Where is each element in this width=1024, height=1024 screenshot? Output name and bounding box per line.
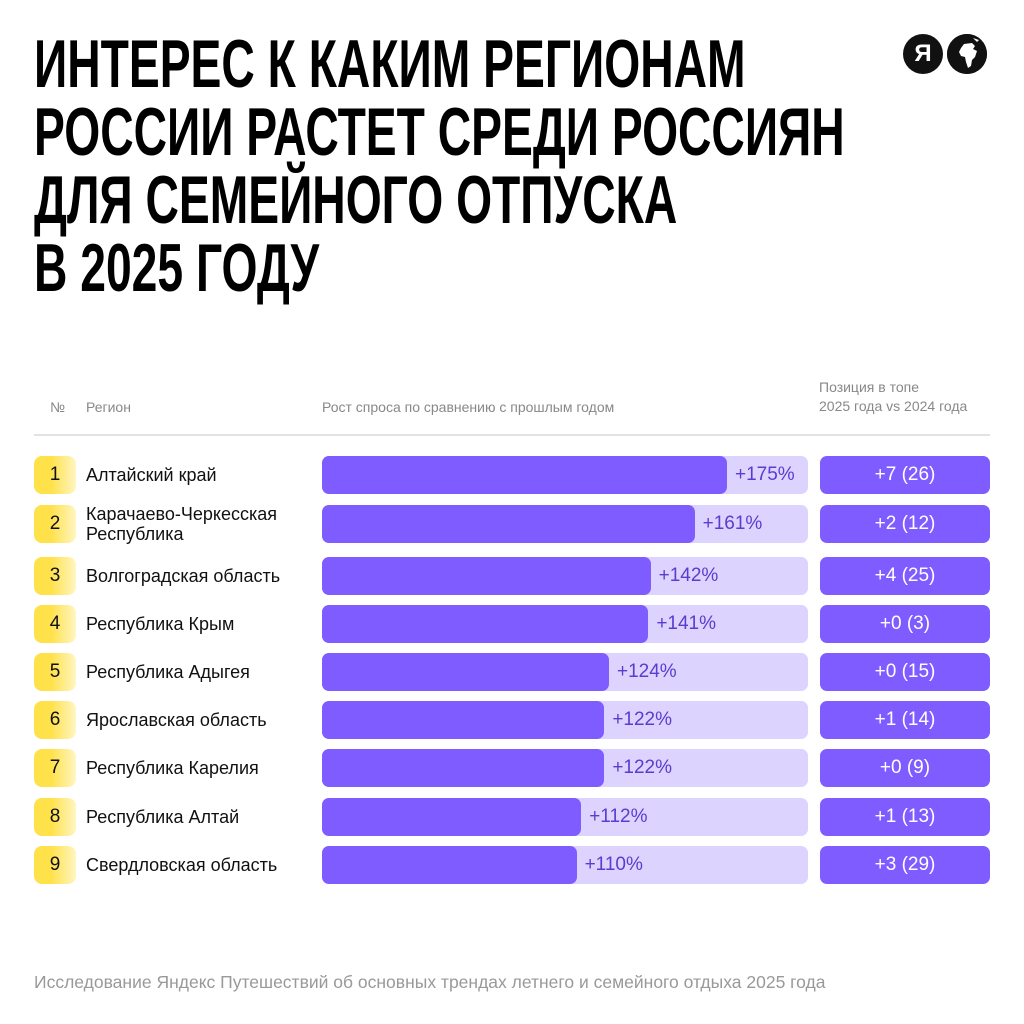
rank-badge: 8 — [34, 798, 76, 836]
position-badge: +1 (14) — [820, 701, 990, 739]
rank-badge: 2 — [34, 505, 76, 543]
bar — [322, 798, 582, 836]
position-badge: +0 (9) — [820, 749, 990, 787]
bar — [322, 605, 649, 643]
region-name: Алтайский край — [86, 465, 217, 485]
bar — [322, 653, 609, 691]
region-name: Волгоградская область — [86, 566, 281, 586]
table-row: 4 Республика Крым +141% +0 (3) — [0, 605, 1024, 643]
region-name: Республика Крым — [86, 614, 235, 634]
page-title: ИНТЕРЕС К КАКИМ РЕГИОНАМ РОССИИ РАСТЕТ С… — [34, 30, 918, 302]
position-badge: +4 (25) — [820, 557, 990, 595]
bar-track: +110% — [322, 846, 808, 884]
table-row: 1 Алтайский край +175% +7 (26) — [0, 456, 1024, 494]
position-badge: +0 (15) — [820, 653, 990, 691]
bar — [322, 749, 605, 787]
rank-badge: 1 — [34, 456, 76, 494]
rank-badge: 5 — [34, 653, 76, 691]
bar-value-label: +124% — [616, 661, 677, 682]
position-badge: +1 (13) — [820, 798, 990, 836]
title-line: ДЛЯ СЕМЕЙНОГО ОТПУСКА — [34, 162, 678, 238]
bar-value-label: +110% — [584, 854, 643, 875]
rank-badge: 7 — [34, 749, 76, 787]
rank-badge: 9 — [34, 846, 76, 884]
region-name: Республика Карелия — [86, 758, 259, 778]
bar-value-label: +122% — [612, 757, 673, 778]
bar-value-label: +141% — [656, 613, 717, 634]
logos: Я — [903, 34, 987, 74]
rank-badge: 3 — [34, 557, 76, 595]
bar-track: +161% — [322, 505, 808, 543]
bar-track: +124% — [322, 653, 808, 691]
bar-track: +122% — [322, 701, 808, 739]
bar-value-label: +112% — [589, 806, 648, 827]
globe-icon — [947, 34, 987, 74]
bar — [322, 846, 577, 884]
bar-track: +175% — [322, 456, 808, 494]
rank-badge: 4 — [34, 605, 76, 643]
table-row: 3 Волгоградская область +142% +4 (25) — [0, 557, 1024, 595]
bar-value-label: +161% — [702, 513, 763, 534]
header-region: Регион — [86, 399, 131, 415]
bar-track: +122% — [322, 749, 808, 787]
table-row: 6 Ярославская область +122% +1 (14) — [0, 701, 1024, 739]
bar — [322, 557, 651, 595]
header-position-line1: Позиция в топе — [819, 379, 919, 395]
region-name: Карачаево-Черкесская Республика — [86, 504, 278, 544]
title-line: РОССИИ РАСТЕТ СРЕДИ РОССИЯН — [34, 94, 845, 170]
rank-badge: 6 — [34, 701, 76, 739]
table-row: 2 Карачаево-Черкесская Республика +161% … — [0, 504, 1024, 544]
bar-value-label: +122% — [612, 709, 673, 730]
table-row: 8 Республика Алтай +112% +1 (13) — [0, 798, 1024, 836]
position-badge: +7 (26) — [820, 456, 990, 494]
table-row: 7 Республика Карелия +122% +0 (9) — [0, 749, 1024, 787]
bar-track: +142% — [322, 557, 808, 595]
table-row: 9 Свердловская область +110% +3 (29) — [0, 846, 1024, 884]
footer-source: Исследование Яндекс Путешествий об основ… — [34, 972, 826, 992]
position-badge: +3 (29) — [820, 846, 990, 884]
bar-value-label: +175% — [735, 464, 795, 485]
table-row: 5 Республика Адыгея +124% +0 (15) — [0, 653, 1024, 691]
header-number: № — [50, 399, 66, 415]
yandex-logo-icon: Я — [903, 34, 943, 74]
bar-track: +112% — [322, 798, 808, 836]
region-name: Республика Адыгея — [86, 662, 250, 682]
bar — [322, 505, 695, 543]
bar — [322, 456, 727, 494]
region-name: Республика Алтай — [86, 807, 240, 827]
title-line: В 2025 ГОДУ — [34, 230, 320, 306]
position-badge: +2 (12) — [820, 505, 990, 543]
title-line: ИНТЕРЕС К КАКИМ РЕГИОНАМ — [34, 26, 746, 102]
bar — [322, 701, 605, 739]
header-divider — [34, 434, 990, 436]
header-position-line2: 2025 года vs 2024 года — [819, 398, 968, 414]
bar-track: +141% — [322, 605, 808, 643]
region-name: Свердловская область — [86, 855, 278, 875]
bar-value-label: +142% — [658, 565, 719, 586]
position-badge: +0 (3) — [820, 605, 990, 643]
header-growth: Рост спроса по сравнению с прошлым годом — [322, 399, 615, 415]
region-name: Ярославская область — [86, 710, 267, 730]
